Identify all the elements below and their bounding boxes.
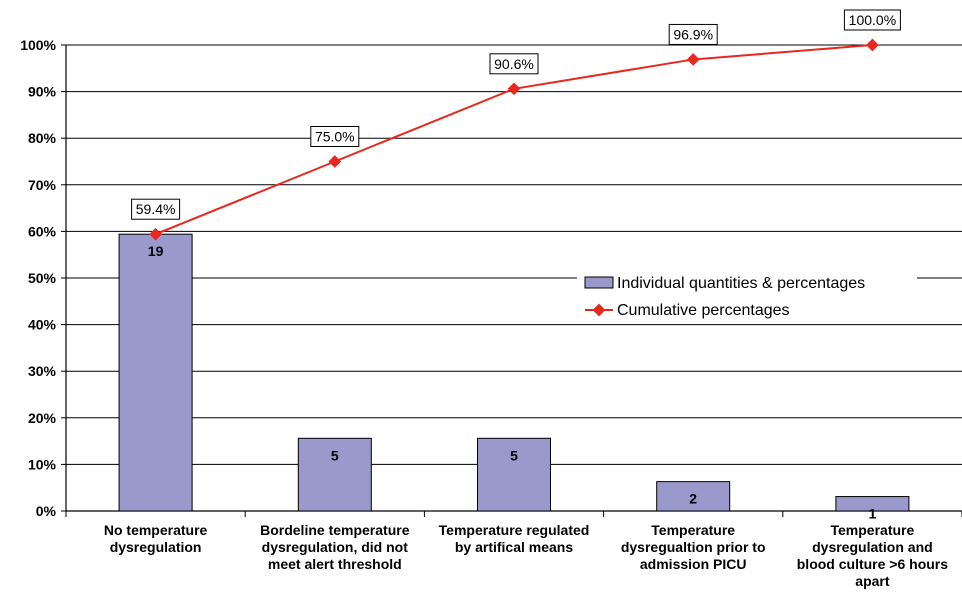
y-tick-label: 0% — [36, 503, 57, 519]
y-tick-label: 100% — [20, 37, 56, 53]
data-labels: 19 5 5 2 1 59.4% 75.0% 90.6% 96.9% 100.0% — [131, 9, 901, 522]
cumulative-label-box — [489, 53, 539, 75]
legend-background — [577, 269, 917, 321]
bar-value-label: 19 — [148, 243, 164, 259]
cumulative-value-label: 75.0% — [315, 129, 355, 145]
bar-value-label: 5 — [331, 447, 339, 463]
y-tick-label: 10% — [28, 456, 57, 472]
cumulative-value-label: 100.0% — [849, 12, 896, 28]
x-category-label: Bordeline temperature dysregulation, did … — [260, 522, 410, 572]
cumulative-marker — [149, 227, 162, 241]
cumulative-value-label: 96.9% — [673, 26, 713, 42]
cumulative-marker — [866, 38, 879, 52]
x-category-label: Temperature regulated by artifical means — [439, 522, 590, 555]
axes: 0% 10% 20% 30% 40% 50% 60% 70% 80% 90% 100% No temp… — [20, 37, 962, 589]
y-tick-label: 60% — [28, 223, 57, 239]
cumulative-value-label: 90.6% — [494, 56, 534, 72]
bar-value-label: 2 — [689, 491, 697, 507]
cumulative-label-box — [310, 126, 360, 147]
bar — [118, 233, 193, 512]
bar-value-label: 5 — [510, 447, 518, 463]
cumulative-label-box — [131, 198, 181, 220]
cumulative-label-box — [843, 9, 901, 31]
legend-bar-label: Individual quantities & percentages — [617, 275, 865, 292]
y-tick-label: 20% — [28, 410, 57, 426]
bar-value-label: 1 — [869, 506, 877, 522]
cumulative-value-label: 59.4% — [136, 201, 176, 217]
cumulative-marker — [507, 82, 521, 96]
bar — [477, 437, 551, 512]
y-tick-label: 40% — [28, 317, 57, 333]
legend-bar-swatch — [584, 276, 614, 289]
y-tick-label: 90% — [28, 84, 57, 100]
bar — [835, 496, 910, 512]
cumulative-marker — [686, 53, 700, 66]
legend: Individual quantities & percentages Cumul… — [577, 269, 917, 321]
x-category-label: Temperature dysregulation and blood cultur… — [797, 522, 949, 589]
x-category-label: No temperature dysregulation — [104, 522, 208, 555]
gridlines — [66, 44, 962, 465]
legend-line-label: Cumulative percentages — [617, 302, 790, 319]
bar — [656, 481, 731, 512]
y-tick-label: 80% — [28, 130, 57, 146]
cumulative-label-box — [668, 23, 718, 45]
cumulative-marker — [328, 155, 342, 168]
y-tick-label: 50% — [28, 270, 57, 286]
y-tick-label: 30% — [28, 363, 57, 379]
y-tick-label: 70% — [28, 177, 57, 193]
x-category-label: Temperature dysregualtion prior to admissi… — [621, 522, 766, 572]
bar — [297, 437, 372, 512]
